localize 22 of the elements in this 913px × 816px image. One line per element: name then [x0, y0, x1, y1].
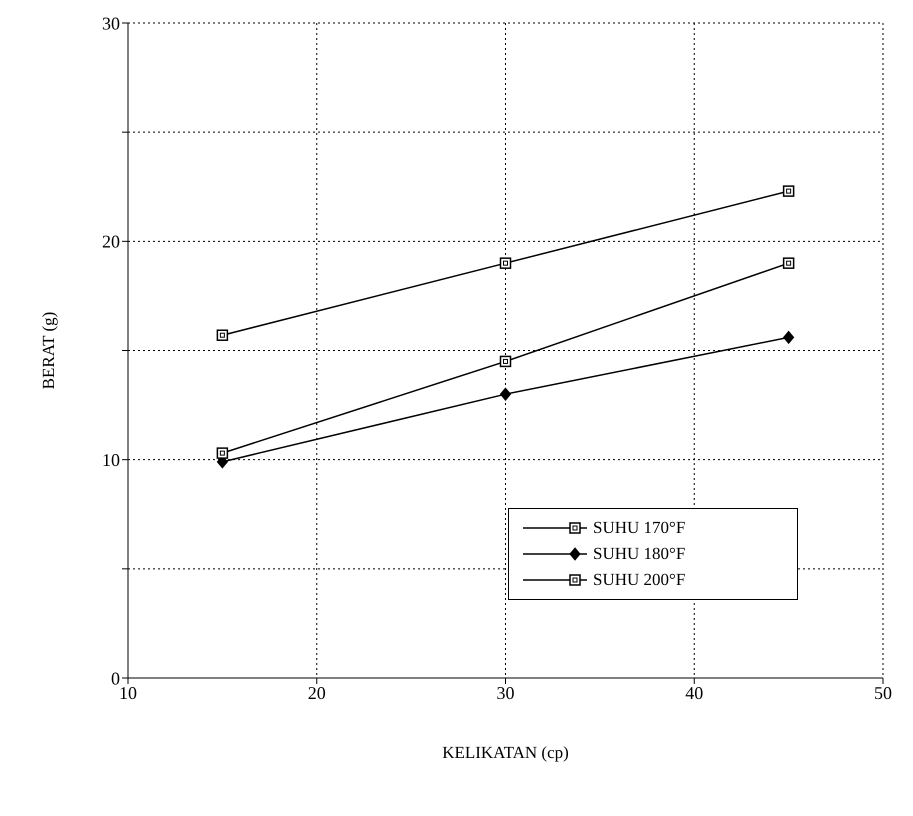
x-tick-label: 20	[308, 682, 326, 703]
legend-label: SUHU 200°F	[593, 569, 686, 591]
legend-label: SUHU 170°F	[593, 517, 686, 539]
point	[782, 257, 794, 269]
x-tick-label: 10	[119, 682, 137, 703]
point	[782, 185, 794, 197]
x-tick-label: 40	[685, 682, 704, 703]
y-axis-title: BERAT (g)	[39, 312, 58, 390]
point	[216, 329, 228, 341]
point	[500, 257, 512, 269]
point	[500, 356, 512, 368]
x-axis-title: KELIKATAN (cp)	[442, 743, 569, 762]
y-tick-label: 10	[102, 450, 120, 470]
point	[216, 447, 228, 459]
y-tick-label: 20	[102, 232, 120, 252]
point	[783, 330, 794, 344]
y-tick-label: 30	[102, 13, 120, 34]
x-tick-label: 30	[496, 682, 514, 703]
x-tick-label: 50	[874, 682, 892, 703]
point	[500, 388, 511, 401]
y-tick-label: 0	[111, 668, 120, 688]
legend-label: SUHU 180°F	[593, 543, 686, 565]
